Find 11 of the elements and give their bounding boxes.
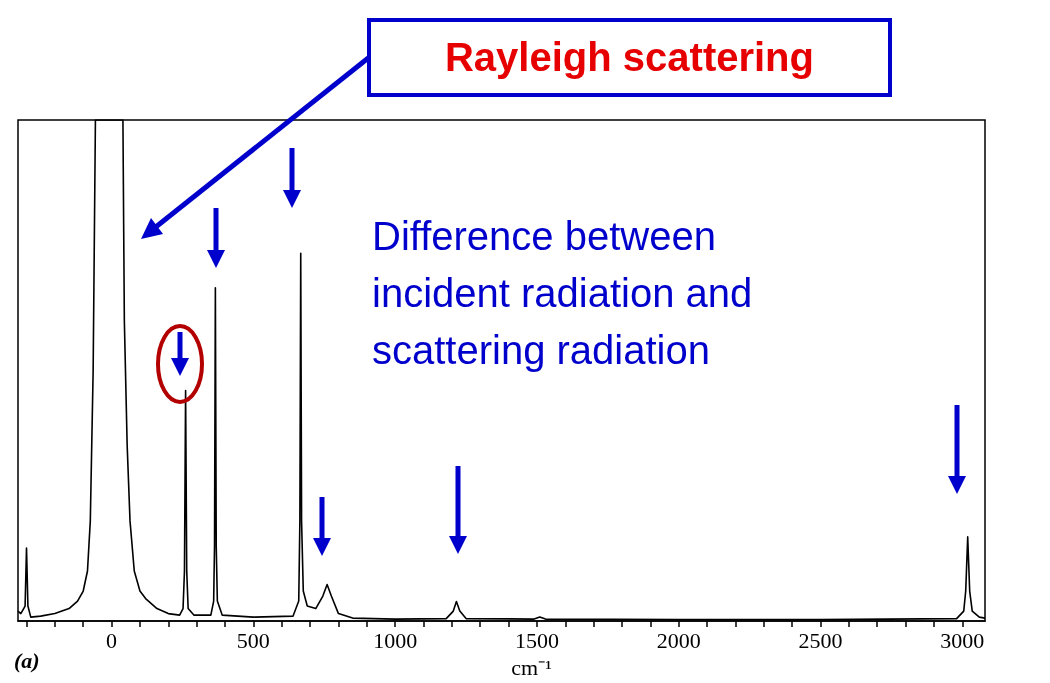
x-tick-label: 2500 xyxy=(798,627,843,653)
x-tick-label: 2000 xyxy=(656,627,701,653)
x-tick-label: 500 xyxy=(236,627,270,653)
text: (a) xyxy=(14,648,40,674)
x-tick-label: 1500 xyxy=(514,627,559,653)
text: Rayleigh scattering xyxy=(367,18,892,97)
x-tick-label: 0 xyxy=(106,627,118,653)
annotation: Difference between incident radiation and scattering radiation xyxy=(372,213,754,374)
x-tick-label: 1000 xyxy=(373,627,418,653)
x-tick-label: 3000 xyxy=(940,627,985,653)
x-axis-title: cm⁻¹ xyxy=(511,654,552,680)
